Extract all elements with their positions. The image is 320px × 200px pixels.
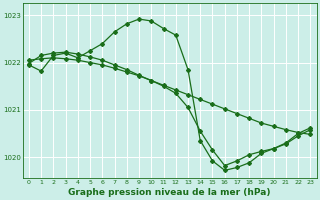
X-axis label: Graphe pression niveau de la mer (hPa): Graphe pression niveau de la mer (hPa) <box>68 188 271 197</box>
